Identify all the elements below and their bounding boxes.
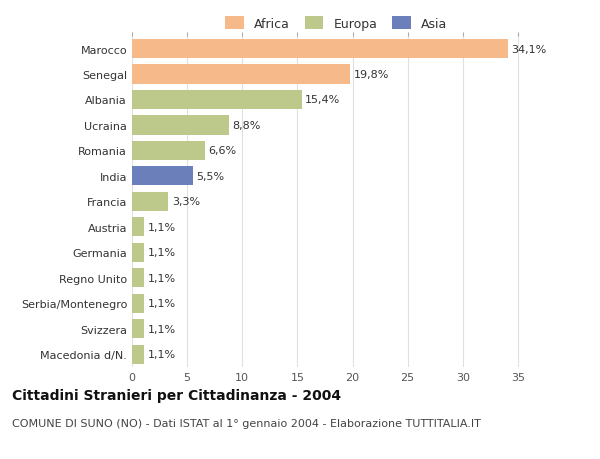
Bar <box>132 345 144 364</box>
Bar <box>132 319 144 339</box>
Bar <box>132 218 144 237</box>
Text: 1,1%: 1,1% <box>148 349 176 359</box>
Text: 1,1%: 1,1% <box>148 248 176 258</box>
Text: 1,1%: 1,1% <box>148 299 176 308</box>
Text: 8,8%: 8,8% <box>232 121 261 131</box>
Text: Cittadini Stranieri per Cittadinanza - 2004: Cittadini Stranieri per Cittadinanza - 2… <box>12 388 341 402</box>
Text: 19,8%: 19,8% <box>353 70 389 80</box>
Text: 3,3%: 3,3% <box>172 197 200 207</box>
Text: 6,6%: 6,6% <box>208 146 236 156</box>
Text: 5,5%: 5,5% <box>196 172 224 181</box>
Bar <box>132 167 193 186</box>
Bar <box>132 65 350 84</box>
Bar <box>132 91 302 110</box>
Bar <box>132 192 169 212</box>
Bar <box>132 141 205 161</box>
Bar <box>132 40 508 59</box>
Bar <box>132 269 144 288</box>
Text: 1,1%: 1,1% <box>148 223 176 232</box>
Text: 1,1%: 1,1% <box>148 273 176 283</box>
Text: COMUNE DI SUNO (NO) - Dati ISTAT al 1° gennaio 2004 - Elaborazione TUTTITALIA.IT: COMUNE DI SUNO (NO) - Dati ISTAT al 1° g… <box>12 418 481 428</box>
Text: 34,1%: 34,1% <box>511 45 547 55</box>
Legend: Africa, Europa, Asia: Africa, Europa, Asia <box>221 13 451 34</box>
Text: 15,4%: 15,4% <box>305 95 340 105</box>
Text: 1,1%: 1,1% <box>148 324 176 334</box>
Bar <box>132 243 144 263</box>
Bar <box>132 294 144 313</box>
Bar <box>132 116 229 135</box>
